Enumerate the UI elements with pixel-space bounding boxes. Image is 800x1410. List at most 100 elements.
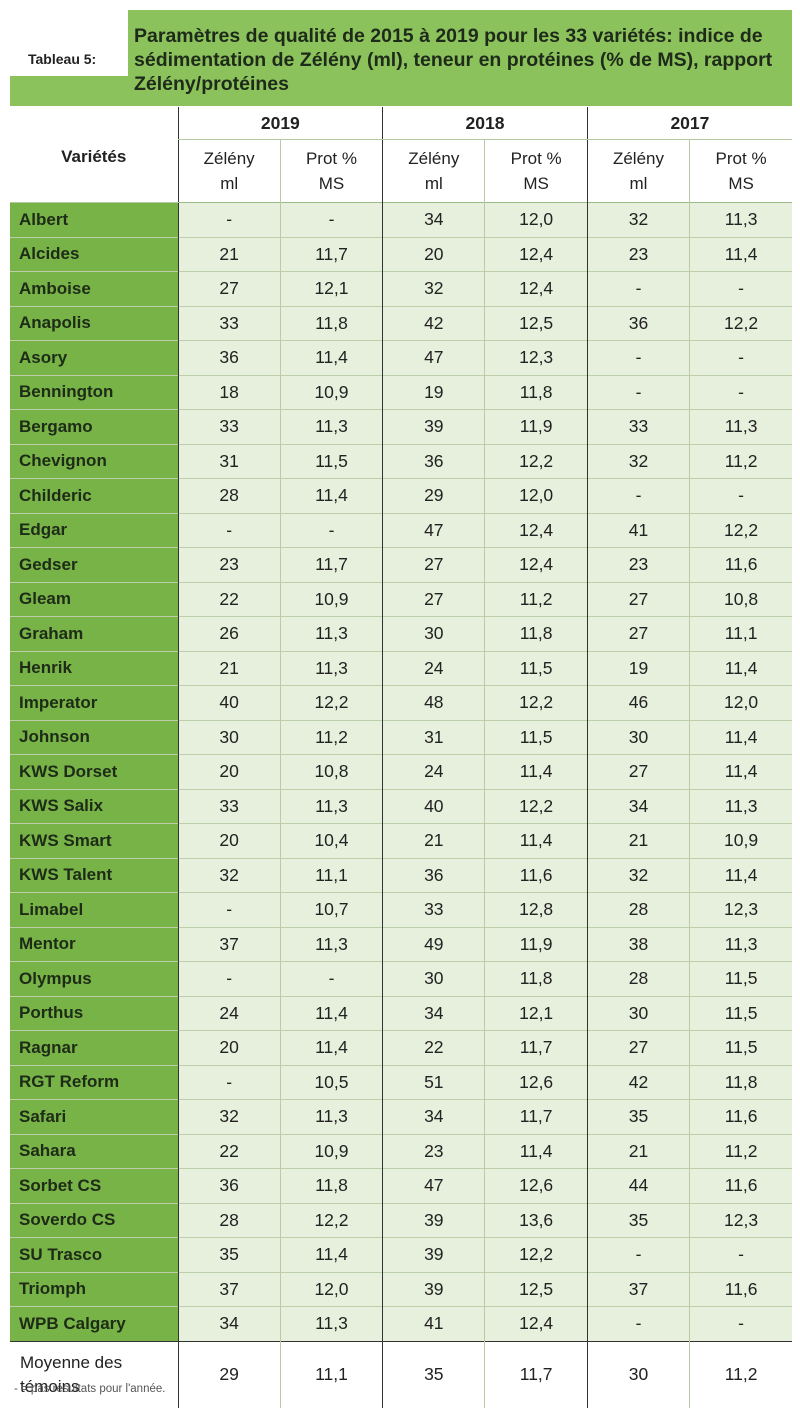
table-cell: 10,9	[279, 374, 383, 410]
variety-name: RGT Reform	[10, 1064, 178, 1100]
table-cell: 30	[382, 616, 485, 651]
table-cell: 11,5	[484, 650, 588, 686]
table-cell: 12,2	[484, 788, 588, 824]
table-cell: 34	[586, 788, 690, 824]
table-cell: 11,5	[689, 961, 792, 996]
table-cell: -	[586, 478, 690, 513]
table-cell: -	[689, 478, 792, 513]
table-cell: 10,4	[279, 823, 383, 858]
table-cell: 34	[177, 1306, 281, 1341]
table-cell: 36	[177, 340, 281, 375]
table-cell: -	[689, 1237, 792, 1272]
table-cell: 33	[382, 892, 485, 927]
table-cell: 35	[177, 1237, 281, 1272]
table-row: Porthus 24 11,4 34 12,1 30 11,5	[10, 995, 792, 1031]
table-cell: 33	[177, 409, 281, 444]
variety-name: Sorbet CS	[10, 1168, 178, 1203]
table-cell: 11,5	[279, 443, 383, 479]
table-cell: 34	[382, 995, 485, 1031]
table-cell: 32	[177, 857, 281, 893]
table-cell: 28	[177, 478, 281, 513]
table-cell: 12,2	[689, 512, 792, 548]
table-caption-banner: Tableau 5: Paramètres de qualité de 2015…	[8, 0, 792, 106]
average-label: Moyenne des témoins	[10, 1340, 178, 1408]
table-cell: 11,4	[279, 995, 383, 1031]
table-cell: 12,5	[484, 1271, 588, 1307]
table-cell: 11,4	[689, 857, 792, 893]
table-row: Gedser 23 11,7 27 12,4 23 11,6	[10, 547, 792, 582]
table-cell: 13,6	[484, 1202, 588, 1238]
table-cell: 11,7	[484, 1340, 588, 1408]
table-row: Limabel -10,7 33 12,8 28 12,3	[10, 892, 792, 927]
table-row: Soverdo CS 28 12,2 39 13,6 35 12,3	[10, 1202, 792, 1238]
table-cell: 12,2	[689, 305, 792, 341]
table-cell: 11,8	[279, 1168, 383, 1203]
table-cell: 12,6	[484, 1168, 588, 1203]
table-cell: 11,8	[484, 374, 588, 410]
table-row: Mentor 37 11,3 49 11,9 38 11,3	[10, 926, 792, 962]
protein-column-header: Prot % MS	[484, 139, 588, 203]
variety-name: Amboise	[10, 271, 178, 306]
table-cell: 30	[586, 1340, 690, 1408]
table-cell: 29	[382, 478, 485, 513]
table-cell: 23	[177, 547, 281, 582]
table-cell: -	[689, 374, 792, 410]
footnote: - = pas résultats pour l'année.	[14, 1383, 166, 1395]
table-cell: 19	[586, 650, 690, 686]
table-cell: 12,0	[484, 202, 588, 237]
table-cell: 33	[177, 305, 281, 341]
table-cell: 29	[177, 1340, 281, 1408]
variety-name: Olympus	[10, 961, 178, 996]
table-row: Gleam 22 10,9 27 11,2 27 10,8	[10, 581, 792, 617]
table-cell: 10,9	[689, 823, 792, 858]
table-cell: 12,0	[484, 478, 588, 513]
table-cell: 30	[382, 961, 485, 996]
table-cell: 11,5	[484, 719, 588, 755]
table-cell: 18	[177, 374, 281, 410]
table-row: Ragnar 20 11,4 22 11,7 27 11,5	[10, 1030, 792, 1065]
table-row: KWS Dorset 20 10,8 24 11,4 27 11,4	[10, 754, 792, 789]
variety-name: Bennington	[10, 374, 178, 410]
table-cell: 37	[177, 1271, 281, 1307]
table-cell: 12,0	[689, 685, 792, 720]
table-cell: 11,9	[484, 409, 588, 444]
year-header: 2019	[177, 107, 383, 140]
quality-table: Variétés 2019 2018 2017 Zélény ml Prot % M…	[10, 107, 792, 1408]
table-cell: 10,7	[279, 892, 383, 927]
variety-name: Johnson	[10, 719, 178, 755]
table-cell: 46	[586, 685, 690, 720]
table-cell: 20	[177, 754, 281, 789]
table-cell: 32	[382, 271, 485, 306]
table-cell: 44	[586, 1168, 690, 1203]
table-cell: 11,3	[279, 409, 383, 444]
table-cell: 12,1	[279, 271, 383, 306]
table-cell: 10,5	[279, 1064, 383, 1100]
table-cell: 11,7	[279, 547, 383, 582]
table-row: Imperator 40 12,2 48 12,2 46 12,0	[10, 685, 792, 720]
table-cell: 12,3	[484, 340, 588, 375]
table-cell: 11,3	[689, 926, 792, 962]
table-row: Sorbet CS 36 11,8 47 12,6 44 11,6	[10, 1168, 792, 1203]
table-cell: 10,8	[689, 581, 792, 617]
table-cell: 12,1	[484, 995, 588, 1031]
table-cell: 12,4	[484, 271, 588, 306]
variety-name: Gedser	[10, 547, 178, 582]
table-cell: 39	[382, 1202, 485, 1238]
table-cell: 11,2	[689, 1340, 792, 1408]
table-cell: 11,1	[279, 1340, 383, 1408]
table-cell: 23	[586, 236, 690, 272]
table-number-label: Tableau 5:	[28, 51, 97, 67]
variety-name: Mentor	[10, 926, 178, 962]
table-cell: 31	[177, 443, 281, 479]
table-cell: 12,2	[279, 685, 383, 720]
table-cell: 12,5	[484, 305, 588, 341]
table-cell: 23	[586, 547, 690, 582]
table-cell: 11,4	[689, 650, 792, 686]
table-cell: -	[689, 340, 792, 375]
table-row: WPB Calgary 34 11,3 41 12,4- -	[10, 1306, 792, 1341]
table-cell: 12,2	[279, 1202, 383, 1238]
variety-name: Safari	[10, 1099, 178, 1134]
table-cell: 27	[586, 616, 690, 651]
table-cell: 24	[177, 995, 281, 1031]
table-row: Triomph 37 12,0 39 12,5 37 11,6	[10, 1271, 792, 1307]
